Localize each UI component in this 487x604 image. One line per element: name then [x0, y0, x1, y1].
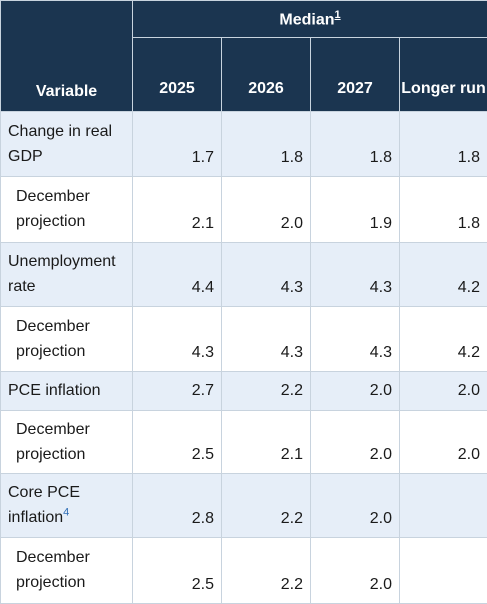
value-cell: 2.0	[400, 372, 487, 411]
row-label: Unemployment rate	[1, 243, 133, 307]
table-row: December projection 2.5 2.1 2.0 2.0	[1, 411, 487, 474]
table-row: Change in real GDP 1.7 1.8 1.8 1.8	[1, 112, 487, 177]
value-cell: 1.8	[222, 112, 311, 177]
value-cell: 2.2	[222, 538, 311, 604]
table-row: Unemployment rate 4.4 4.3 4.3 4.2	[1, 243, 487, 307]
value-cell: 4.3	[222, 307, 311, 372]
value-cell: 2.2	[222, 372, 311, 411]
value-cell: 2.0	[311, 411, 400, 474]
median-header-label: Median	[279, 11, 334, 28]
row-label: PCE inflation	[1, 372, 133, 411]
value-cell: 2.7	[133, 372, 222, 411]
year-header-2025: 2025	[133, 38, 222, 112]
row-label-text: December projection	[16, 188, 90, 230]
row-label-text: PCE inflation	[8, 382, 101, 399]
row-label: December projection	[1, 411, 133, 474]
row-label: December projection	[1, 538, 133, 604]
value-cell: 1.9	[311, 177, 400, 243]
value-cell: 4.3	[311, 307, 400, 372]
table-header: Variable Median1 2025 2026 2027 Longer r…	[1, 1, 487, 112]
value-cell: 4.3	[311, 243, 400, 307]
median-header: Median1	[133, 1, 487, 38]
row-label: December projection	[1, 177, 133, 243]
value-cell: 2.5	[133, 538, 222, 604]
value-cell: 4.2	[400, 307, 487, 372]
value-cell: 2.1	[133, 177, 222, 243]
variable-header-label: Variable	[36, 83, 97, 100]
value-cell: 2.2	[222, 474, 311, 538]
year-header-2027: 2027	[311, 38, 400, 112]
value-cell: 2.8	[133, 474, 222, 538]
table-body: Change in real GDP 1.7 1.8 1.8 1.8 Decem…	[1, 112, 487, 604]
row-label-text: Unemployment rate	[8, 253, 116, 295]
value-cell: 1.8	[311, 112, 400, 177]
year-header-longer-run: Longer run	[400, 38, 487, 112]
value-cell: 2.5	[133, 411, 222, 474]
value-cell: 1.8	[400, 112, 487, 177]
value-cell: 2.0	[222, 177, 311, 243]
value-cell: 2.0	[311, 538, 400, 604]
row-label: December projection	[1, 307, 133, 372]
table-row: Core PCE inflation4 2.8 2.2 2.0	[1, 474, 487, 538]
row-label-text: December projection	[16, 549, 90, 591]
row-label-text: Core PCE inflation	[8, 484, 80, 526]
year-header-2026: 2026	[222, 38, 311, 112]
value-cell: 1.8	[400, 177, 487, 243]
row-label-text: December projection	[16, 318, 90, 360]
variable-column-header: Variable	[1, 1, 133, 112]
row-label-text: December projection	[16, 421, 90, 463]
core-pce-footnote-link[interactable]: 4	[63, 507, 69, 519]
value-cell: 2.1	[222, 411, 311, 474]
value-cell: 2.0	[400, 411, 487, 474]
value-cell: 1.7	[133, 112, 222, 177]
value-cell	[400, 538, 487, 604]
value-cell: 4.3	[133, 307, 222, 372]
value-cell: 4.4	[133, 243, 222, 307]
table-row: PCE inflation 2.7 2.2 2.0 2.0	[1, 372, 487, 411]
value-cell: 2.0	[311, 372, 400, 411]
median-footnote-link[interactable]: 1	[335, 9, 341, 21]
value-cell: 2.0	[311, 474, 400, 538]
table-row: December projection 4.3 4.3 4.3 4.2	[1, 307, 487, 372]
table-row: December projection 2.5 2.2 2.0	[1, 538, 487, 604]
header-row-median: Variable Median1	[1, 1, 487, 38]
row-label-text: Change in real GDP	[8, 123, 112, 165]
value-cell: 4.2	[400, 243, 487, 307]
row-label: Change in real GDP	[1, 112, 133, 177]
table-row: December projection 2.1 2.0 1.9 1.8	[1, 177, 487, 243]
row-label: Core PCE inflation4	[1, 474, 133, 538]
value-cell: 4.3	[222, 243, 311, 307]
value-cell	[400, 474, 487, 538]
